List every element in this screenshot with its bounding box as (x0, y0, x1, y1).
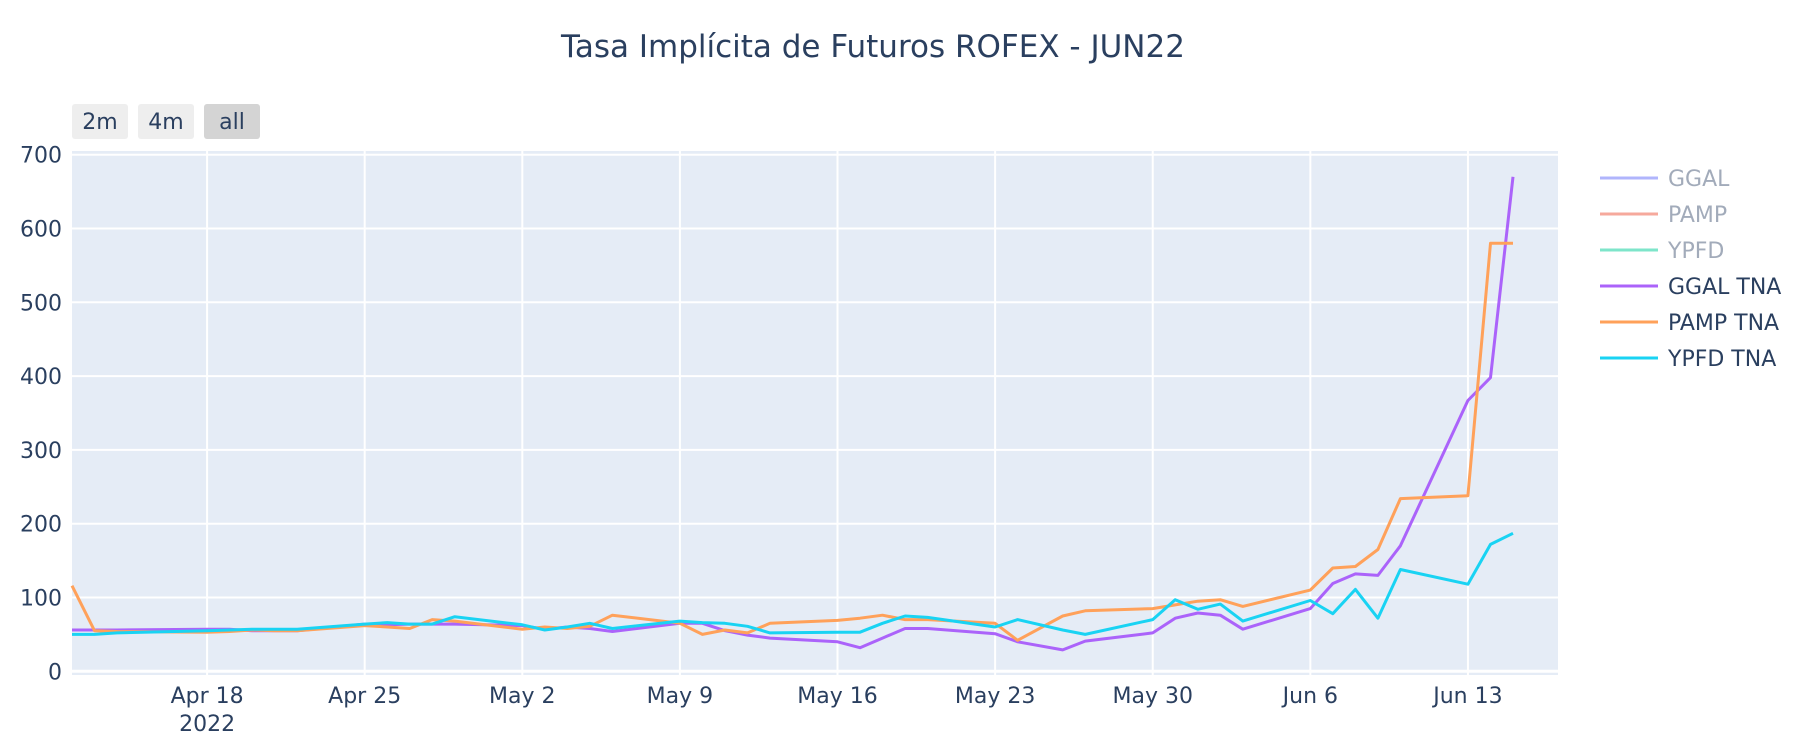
legend-item-pamp-tna[interactable]: PAMP TNA (1600, 311, 1779, 336)
x-tick-label: Jun 13 (1431, 684, 1502, 709)
y-tick-label: 100 (20, 587, 62, 612)
x-tick-sublabel: 2022 (179, 712, 235, 737)
y-tick-label: 500 (20, 291, 62, 316)
legend-item-ypfd-tna[interactable]: YPFD TNA (1600, 347, 1776, 372)
y-tick-label: 300 (20, 439, 62, 464)
x-tick-label: Apr 18 (171, 684, 244, 709)
x-axis: Apr 18 2022 Apr 25 May 2 May 9 May 16 May 23 Ma… (171, 684, 1503, 737)
plot-area (72, 151, 1558, 675)
x-tick-label: May 16 (797, 684, 877, 709)
legend-item-ypfd[interactable]: YPFD (1600, 239, 1724, 264)
range-button-2m[interactable]: 2m (72, 104, 128, 139)
series-lines (70, 176, 1515, 652)
x-gridlines (206, 151, 1469, 675)
y-axis: 0 100 200 300 400 500 600 700 (20, 144, 62, 686)
y-gridlines (72, 153, 1558, 673)
range-selector: 2m 4m all (72, 104, 260, 139)
range-button-bg (204, 104, 260, 139)
range-button-bg (138, 104, 194, 139)
legend-label: PAMP TNA (1668, 311, 1779, 336)
y-tick-label: 700 (20, 144, 62, 169)
y-tick-label: 400 (20, 365, 62, 390)
x-tick-label: Apr 25 (328, 684, 401, 709)
range-button-label: all (219, 110, 245, 135)
legend-item-ggal[interactable]: GGAL (1600, 167, 1730, 192)
legend-label: GGAL TNA (1668, 275, 1781, 300)
x-tick-label: Jun 6 (1281, 684, 1338, 709)
range-button-label: 4m (148, 110, 183, 135)
range-button-4m[interactable]: 4m (138, 104, 194, 139)
chart-title: Tasa Implícita de Futuros ROFEX - JUN22 (560, 29, 1185, 65)
x-tick-label: May 23 (955, 684, 1035, 709)
legend: GGAL PAMP YPFD GGAL TNA PAMP TNA YPFD TNA (1600, 167, 1781, 372)
range-button-bg (72, 104, 128, 139)
x-tick-label: May 30 (1112, 684, 1192, 709)
y-tick-label: 0 (48, 660, 62, 685)
legend-label: YPFD (1667, 239, 1724, 264)
series-line-ypfd-tna (72, 531, 1514, 636)
x-tick-label: May 9 (647, 684, 713, 709)
y-tick-label: 600 (20, 217, 62, 242)
y-tick-label: 200 (20, 513, 62, 538)
range-button-label: 2m (82, 110, 117, 135)
legend-item-ggal-tna[interactable]: GGAL TNA (1600, 275, 1781, 300)
legend-label: YPFD TNA (1667, 347, 1776, 372)
legend-label: GGAL (1668, 167, 1730, 192)
legend-item-pamp[interactable]: PAMP (1600, 203, 1727, 228)
range-button-all[interactable]: all (204, 104, 260, 139)
legend-label: PAMP (1668, 203, 1727, 228)
x-tick-label: May 2 (489, 684, 555, 709)
